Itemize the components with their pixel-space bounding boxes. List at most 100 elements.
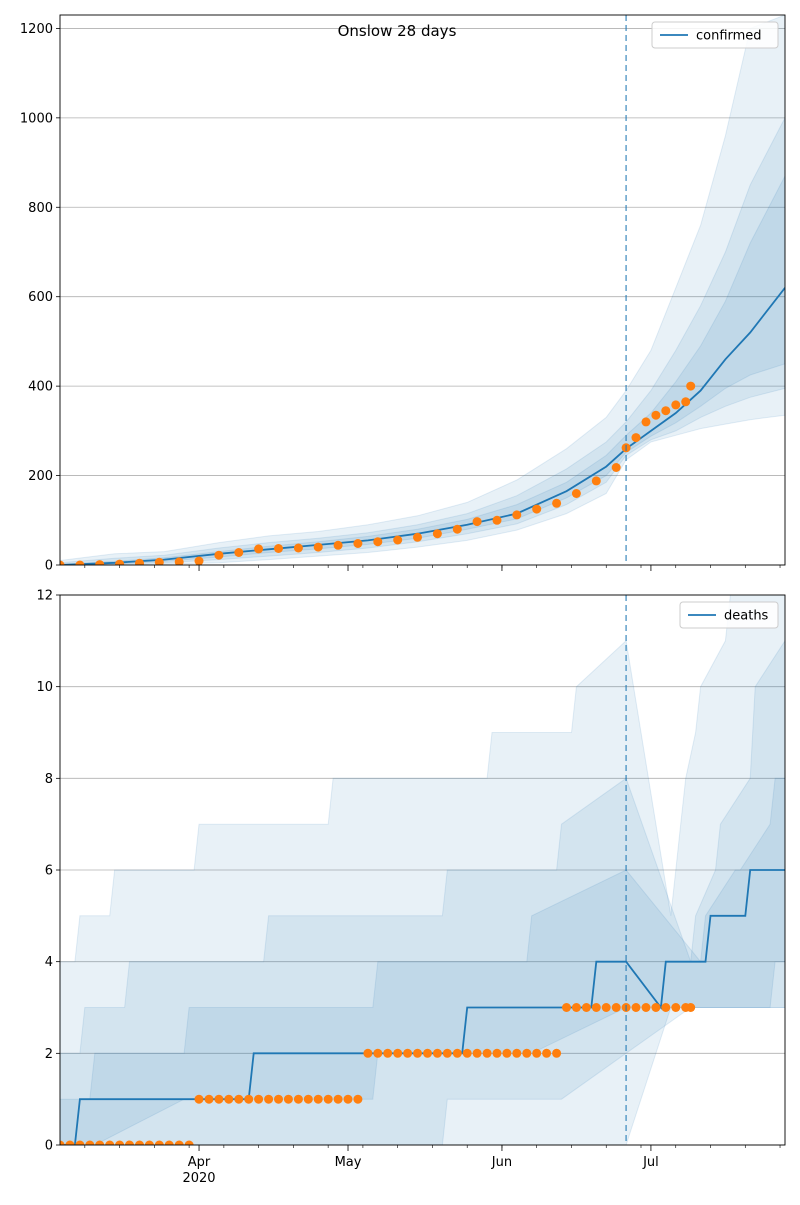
confirmed-observed-point: [393, 535, 403, 545]
confirmed-observed-point: [631, 433, 641, 443]
confirmed-observed-point: [641, 417, 651, 427]
deaths-observed-point: [651, 1003, 661, 1012]
deaths-y-tick-label: 8: [45, 772, 53, 787]
deaths-observed-point: [383, 1048, 393, 1058]
confirmed-observed-point: [611, 463, 621, 472]
confirmed-y-tick-label: 800: [28, 201, 53, 216]
confirmed-band-1: [60, 15, 785, 565]
deaths-observed-point: [164, 1140, 174, 1145]
confirmed-observed-point: [194, 556, 204, 565]
confirmed-y-tick-label: 0: [45, 559, 53, 574]
deaths-observed-point: [393, 1048, 403, 1058]
confirmed-observed-point: [591, 476, 601, 486]
deaths-observed-point: [661, 1003, 671, 1012]
confirmed-legend-label: confirmed: [696, 29, 762, 44]
confirmed-legend: confirmed: [651, 21, 779, 49]
x-tick-sublabel: 2020: [182, 1171, 215, 1186]
deaths-axes-frame: [59, 594, 786, 1146]
deaths-observed-point: [343, 1094, 353, 1104]
deaths-observed-point: [174, 1140, 184, 1145]
deaths-observed-point: [432, 1048, 442, 1058]
deaths-legend-label: deaths: [724, 609, 769, 624]
deaths-observed-point: [512, 1048, 522, 1058]
deaths-y-tick-label: 10: [36, 680, 53, 695]
deaths-observed-point: [194, 1094, 204, 1104]
confirmed-observed-point: [60, 560, 65, 565]
deaths-observed-point: [65, 1140, 75, 1145]
confirmed-observed-point: [686, 381, 696, 391]
deaths-observed-point: [135, 1140, 144, 1145]
deaths-observed-point: [522, 1048, 532, 1058]
deaths-observed-point: [154, 1140, 164, 1145]
confirmed-observed-point: [75, 560, 85, 565]
deaths-observed-point: [244, 1094, 254, 1104]
deaths-observed-point: [482, 1048, 492, 1058]
confirmed-observed-point: [432, 529, 442, 539]
deaths-observed-point: [492, 1048, 502, 1058]
confirmed-observed-point: [95, 560, 105, 565]
confirmed-axes-frame: [59, 14, 786, 566]
deaths-observed-point: [254, 1094, 264, 1104]
chart-title: Onslow 28 days: [338, 22, 457, 40]
deaths-observed-point: [293, 1094, 303, 1104]
deaths-y-tick-label: 0: [45, 1139, 53, 1154]
deaths-observed-point: [144, 1140, 154, 1145]
deaths-observed-point: [184, 1140, 194, 1145]
deaths-model-line: [60, 869, 785, 1145]
confirmed-observed-point: [571, 489, 581, 498]
deaths-observed-point: [303, 1094, 313, 1104]
deaths-observed-point: [214, 1094, 224, 1104]
confirmed-observed-point: [254, 544, 264, 554]
deaths-band-2: [60, 639, 785, 1145]
x-tick-label: Jul: [642, 1155, 659, 1170]
deaths-y-tick-label: 6: [45, 864, 53, 879]
confirmed-observed-point: [174, 557, 184, 565]
confirmed-y-tick-label: 600: [28, 290, 53, 305]
deaths-observed-point: [502, 1048, 512, 1058]
confirmed-observed-point: [234, 548, 244, 557]
deaths-observed-point: [442, 1048, 452, 1058]
deaths-observed-point: [323, 1094, 333, 1104]
deaths-observed-point: [571, 1003, 581, 1012]
deaths-observed-point: [283, 1094, 293, 1104]
confirmed-observed-point: [452, 524, 462, 534]
deaths-observed-point: [105, 1140, 115, 1145]
x-tick-label: Jun: [491, 1155, 512, 1170]
confirmed-observed-point: [413, 532, 422, 542]
deaths-observed-point: [581, 1003, 591, 1012]
deaths-observed-point: [423, 1048, 432, 1058]
deaths-observed-point: [204, 1094, 214, 1104]
deaths-y-tick-label: 12: [36, 589, 53, 604]
deaths-observed-point: [313, 1094, 323, 1104]
deaths-observed-point: [353, 1094, 363, 1104]
confirmed-observed-point: [313, 542, 323, 552]
confirmed-y-tick-label: 200: [28, 469, 53, 484]
deaths-observed-point: [462, 1048, 472, 1058]
deaths-observed-point: [562, 1003, 571, 1012]
confirmed-observed-point: [671, 400, 681, 410]
deaths-observed-point: [85, 1140, 95, 1145]
deaths-legend-box: [679, 601, 779, 629]
deaths-observed-point: [125, 1140, 134, 1145]
x-tick-label: May: [335, 1155, 362, 1170]
confirmed-observed-point: [661, 406, 671, 416]
deaths-observed-point: [333, 1094, 343, 1104]
deaths-observed-point: [115, 1140, 125, 1145]
confirmed-observed-point: [115, 559, 125, 565]
confirmed-observed-point: [333, 540, 343, 550]
deaths-observed-point: [274, 1094, 283, 1104]
deaths-observed-point: [542, 1048, 552, 1058]
confirmed-observed-point: [681, 397, 691, 407]
confirmed-y-tick-label: 1200: [20, 22, 53, 37]
deaths-observed-point: [591, 1003, 601, 1012]
deaths-observed-point: [363, 1048, 373, 1058]
deaths-observed-point: [671, 1003, 681, 1012]
confirmed-plot-area: [60, 15, 785, 565]
deaths-observed-point: [552, 1048, 562, 1058]
deaths-observed-point: [601, 1003, 611, 1012]
deaths-observed-point: [532, 1048, 542, 1058]
deaths-observed-point: [373, 1048, 383, 1058]
confirmed-observed-point: [512, 510, 522, 520]
